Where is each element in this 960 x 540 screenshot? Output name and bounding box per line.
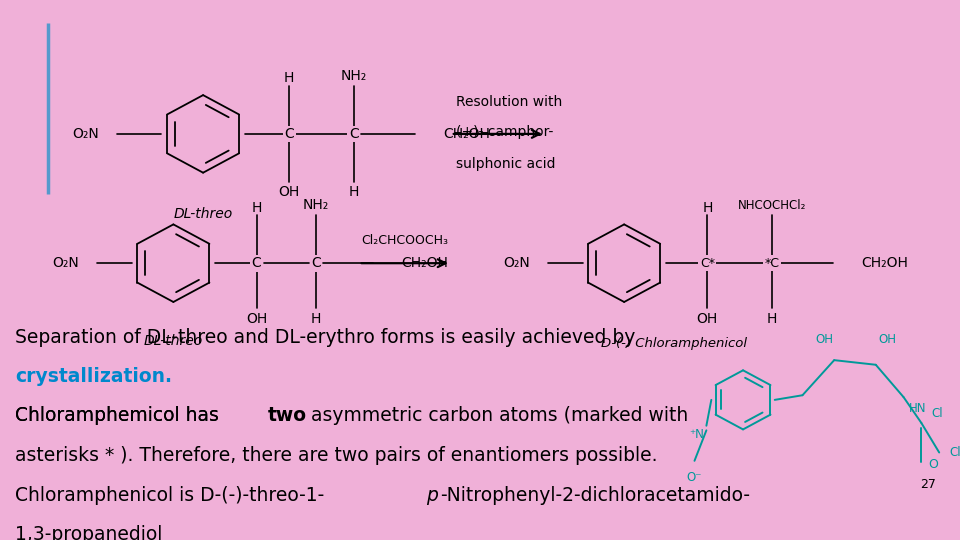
Text: NHCOCHCl₂: NHCOCHCl₂ [737,199,806,212]
Text: 1,3-propanediol: 1,3-propanediol [14,525,162,540]
Text: crystallization.: crystallization. [14,367,172,386]
Text: OH: OH [815,333,833,346]
Text: two: two [268,406,306,426]
Text: OH: OH [278,185,300,199]
Text: p: p [426,486,438,505]
Text: H: H [767,312,777,326]
Text: C: C [252,256,261,270]
Text: Separation of DL-threo and DL-erythro forms is easily achieved by: Separation of DL-threo and DL-erythro fo… [14,328,636,347]
Text: Cl₂CHCOOCH₃: Cl₂CHCOOCH₃ [361,234,448,247]
Text: CH₂OH: CH₂OH [401,256,448,270]
Text: O⁻: O⁻ [686,471,703,484]
Text: (+)- camphor-: (+)- camphor- [456,125,553,139]
Text: C*: C* [700,256,715,269]
Text: asterisks * ). Therefore, there are two pairs of enantiomers possible.: asterisks * ). Therefore, there are two … [14,446,658,465]
Text: C: C [284,127,294,141]
Text: O₂N: O₂N [53,256,80,270]
Text: Chloramphemicol has: Chloramphemicol has [14,406,225,426]
Text: H: H [284,71,295,85]
Text: Chloramphenicol is D-(-)-threo-1-: Chloramphenicol is D-(-)-threo-1- [14,486,324,505]
Text: D-(-) Chloramphenicol: D-(-) Chloramphenicol [601,337,747,350]
Text: OH: OH [878,333,897,346]
Text: NH₂: NH₂ [341,69,367,83]
Text: H: H [348,185,359,199]
Text: CH₂OH: CH₂OH [443,127,490,141]
Text: Cl: Cl [949,446,960,459]
Text: O₂N: O₂N [72,127,99,141]
Text: sulphonic acid: sulphonic acid [456,157,555,171]
Text: HN: HN [908,402,926,415]
Text: H: H [702,201,712,215]
Text: OH: OH [697,312,718,326]
Text: OH: OH [246,312,267,326]
Text: ⁺N: ⁺N [689,428,704,442]
Text: Resolution with: Resolution with [456,94,562,109]
Text: H: H [252,201,262,215]
Text: asymmetric carbon atoms (marked with: asymmetric carbon atoms (marked with [305,406,688,426]
Text: NH₂: NH₂ [303,198,329,212]
Text: -Nitrophenyl-2-dichloracetamido-: -Nitrophenyl-2-dichloracetamido- [440,486,750,505]
Text: Cl: Cl [931,407,943,420]
Text: O: O [928,458,938,471]
Text: C: C [311,256,321,270]
Text: O₂N: O₂N [503,256,530,270]
Text: CH₂OH: CH₂OH [861,256,908,270]
Text: DL-threo: DL-threo [144,334,203,348]
Text: Chloramphemicol has: Chloramphemicol has [14,406,225,426]
Text: 27: 27 [921,478,936,491]
Text: *C: *C [764,256,780,269]
Text: DL-threo: DL-threo [174,207,232,221]
Text: C: C [348,127,359,141]
Text: H: H [311,312,322,326]
